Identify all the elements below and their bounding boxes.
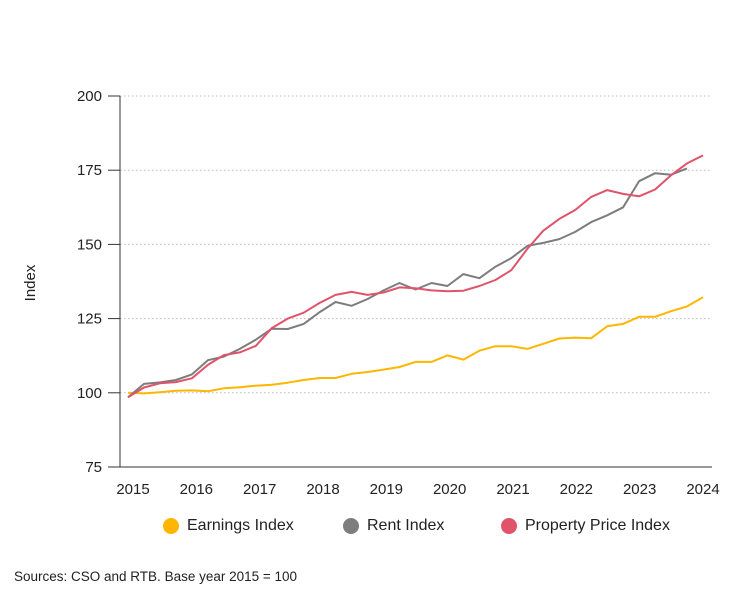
y-tick-label: 150 xyxy=(77,236,102,253)
x-tick-label: 2016 xyxy=(180,481,213,498)
x-tick-label: 2024 xyxy=(686,481,719,498)
series-line-earnings-index xyxy=(127,296,704,395)
x-tick-label: 2018 xyxy=(306,481,339,498)
legend-label: Rent Index xyxy=(367,517,445,534)
x-tick-label: 2023 xyxy=(623,481,656,498)
x-tick-label: 2021 xyxy=(496,481,529,498)
y-tick-label: 175 xyxy=(77,162,102,179)
legend-item-rent: Rent Index xyxy=(343,517,444,535)
series-line-property-price-index xyxy=(127,154,704,399)
legend-marker xyxy=(163,518,179,534)
y-tick-label: 100 xyxy=(77,385,102,402)
x-tick-label: 2017 xyxy=(243,481,276,498)
legend-label: Property Price Index xyxy=(525,517,670,534)
x-tick-label: 2022 xyxy=(560,481,593,498)
x-tick-label: 2020 xyxy=(433,481,466,498)
legend-marker xyxy=(501,518,517,534)
legend-label: Earnings Index xyxy=(187,517,294,534)
y-tick-label: 75 xyxy=(85,459,102,476)
y-tick-label: 200 xyxy=(77,88,102,105)
legend-item-earnings: Earnings Index xyxy=(163,517,294,535)
legend-item-property: Property Price Index xyxy=(501,517,670,535)
legend-marker xyxy=(343,518,359,534)
y-tick-label: 125 xyxy=(77,311,102,328)
y-axis-label: Index xyxy=(22,264,39,301)
x-tick-label: 2019 xyxy=(370,481,403,498)
source-note: Sources: CSO and RTB. Base year 2015 = 1… xyxy=(14,569,298,584)
x-tick-label: 2015 xyxy=(116,481,149,498)
